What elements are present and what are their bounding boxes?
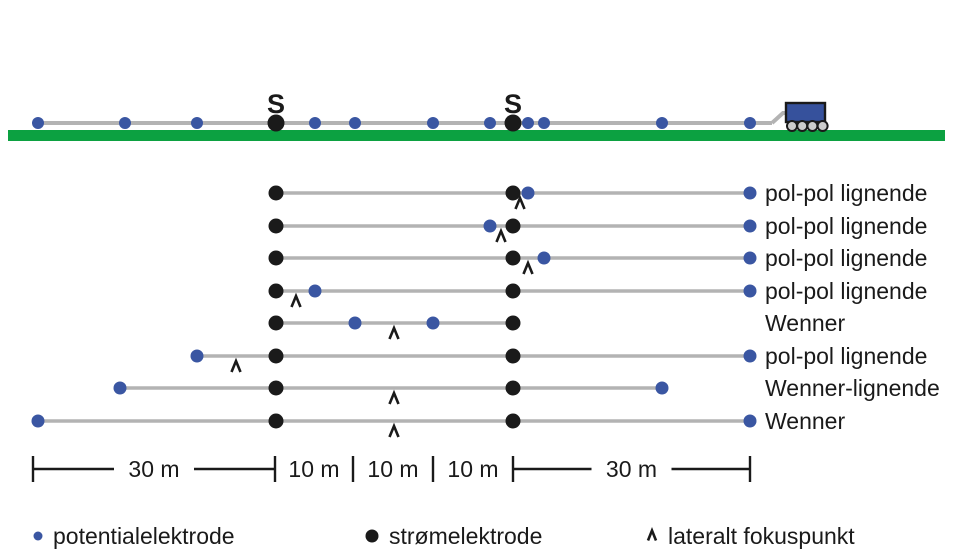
lateral-focus-marker (388, 389, 400, 405)
potential-electrode (483, 219, 497, 233)
lateral-focus-marker (495, 227, 507, 243)
potential-electrode (537, 251, 551, 265)
potential-electrode-surface (309, 117, 321, 129)
current-electrode-label: S (504, 89, 522, 119)
current-electrode (505, 413, 521, 429)
potential-electrode (113, 381, 127, 395)
potential-electrode (655, 381, 669, 395)
config-label: Wenner (765, 408, 845, 434)
lateral-focus-marker (230, 357, 242, 373)
potential-electrode (521, 186, 535, 200)
potential-electrode (743, 219, 757, 233)
potential-electrode (190, 349, 204, 363)
potential-electrode (743, 414, 757, 428)
potential-electrode-surface (32, 117, 44, 129)
config-label: Wenner (765, 310, 845, 336)
current-electrode (505, 218, 521, 234)
current-electrode (505, 185, 521, 201)
scale-segment-label: 10 m (447, 456, 498, 482)
current-electrode-surface (267, 114, 285, 132)
lateral-focus-marker (514, 194, 526, 210)
legend-label: strømelektrode (389, 523, 542, 549)
current-electrode (505, 315, 521, 331)
current-electrode (505, 348, 521, 364)
cart-wheel (806, 120, 819, 132)
legend-label: lateralt fokuspunkt (668, 523, 855, 549)
current-electrode-surface (504, 114, 522, 132)
potential-electrode-surface (427, 117, 439, 129)
config-label: Wenner-lignende (765, 375, 940, 401)
potential-electrode-surface (349, 117, 361, 129)
potential-electrode (348, 316, 362, 330)
current-electrode-label: S (267, 89, 285, 119)
potential-electrode-surface (484, 117, 496, 129)
config-label: pol-pol lignende (765, 245, 927, 271)
cart-wheel (796, 120, 809, 132)
config-label: pol-pol lignende (765, 213, 927, 239)
cart-wheel (816, 120, 829, 132)
potential-electrode-surface (119, 117, 131, 129)
potential-electrode (743, 186, 757, 200)
current-electrode (268, 348, 284, 364)
current-electrode (268, 218, 284, 234)
lateral-focus-legend-caret (646, 526, 658, 541)
current-electrode (505, 380, 521, 396)
current-electrode (268, 413, 284, 429)
potential-electrode-surface (656, 117, 668, 129)
current-electrode (505, 283, 521, 299)
current-electrode (268, 185, 284, 201)
potential-electrode (308, 284, 322, 298)
current-electrode (268, 250, 284, 266)
potential-electrode-surface (538, 117, 550, 129)
legend-label: potentialelektrode (53, 523, 235, 549)
potential-electrode (743, 284, 757, 298)
potential-electrode (31, 414, 45, 428)
scale-segment-label: 30 m (606, 456, 657, 482)
current-electrode (268, 315, 284, 331)
current-electrode-legend-dot (365, 529, 379, 543)
lateral-focus-marker (522, 259, 534, 275)
current-electrode (268, 283, 284, 299)
ground-surface (8, 130, 945, 141)
potential-electrode-surface (522, 117, 534, 129)
potential-electrode-surface (191, 117, 203, 129)
config-label: pol-pol lignende (765, 278, 927, 304)
scale-segment-label: 10 m (367, 456, 418, 482)
potential-electrode-surface (744, 117, 756, 129)
config-label: pol-pol lignende (765, 180, 927, 206)
potential-electrode-legend-dot (33, 531, 43, 541)
potential-electrode (743, 251, 757, 265)
current-electrode (268, 380, 284, 396)
current-electrode (505, 250, 521, 266)
config-label: pol-pol lignende (765, 343, 927, 369)
scale-segment-label: 30 m (128, 456, 179, 482)
potential-electrode (743, 349, 757, 363)
lateral-focus-marker (290, 292, 302, 308)
lateral-focus-marker (388, 324, 400, 340)
lateral-focus-marker (388, 422, 400, 438)
cart-wheel (786, 120, 798, 132)
scale-segment-label: 10 m (288, 456, 339, 482)
potential-electrode (426, 316, 440, 330)
instrument-cart-body (784, 101, 827, 124)
